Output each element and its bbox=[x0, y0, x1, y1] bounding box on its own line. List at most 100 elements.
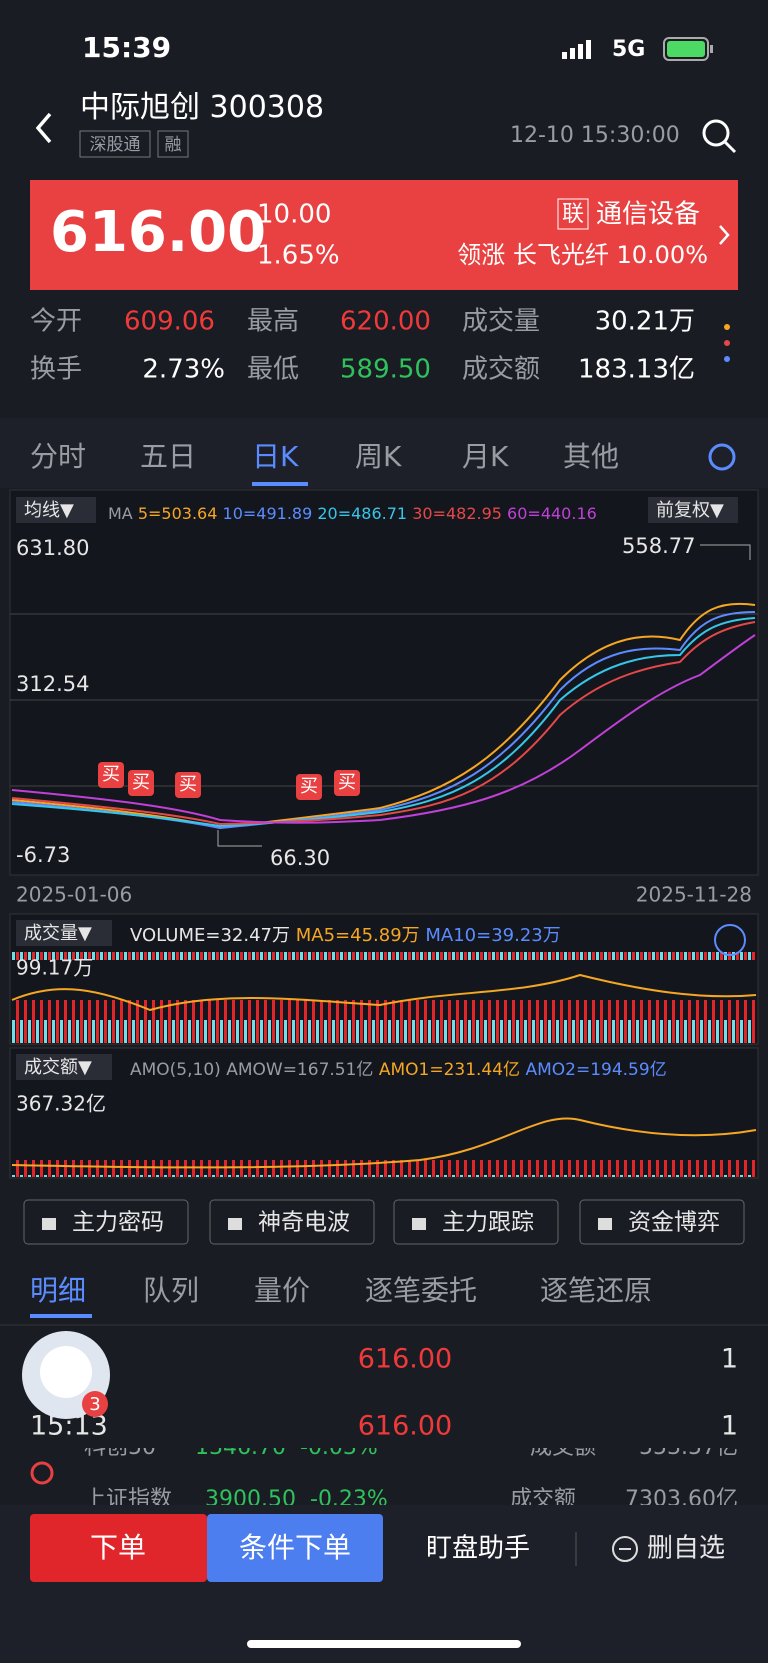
remove-icon bbox=[612, 1536, 638, 1562]
feature-button[interactable] bbox=[23, 1199, 189, 1245]
stat-value: 2.73% bbox=[142, 355, 225, 385]
index-label: 成交额 bbox=[530, 1435, 596, 1460]
low-leader bbox=[217, 830, 262, 847]
tab[interactable]: 量价 bbox=[254, 1274, 310, 1307]
selector-box[interactable] bbox=[16, 1054, 112, 1080]
more-dots[interactable] bbox=[724, 324, 730, 362]
time: 15:39 bbox=[82, 31, 171, 64]
selector-box[interactable] bbox=[16, 920, 112, 946]
quote-banner[interactable] bbox=[30, 180, 738, 290]
ma-lines bbox=[11, 602, 756, 830]
stats: 今开 609.06 最高 620.00 成交量 30.21万 换手 2.73% … bbox=[30, 307, 695, 385]
assistant-avatar[interactable] bbox=[22, 1331, 110, 1419]
feature-label: 资金博弈 bbox=[628, 1210, 720, 1236]
tab[interactable]: 分时 bbox=[30, 440, 86, 473]
stat-value: 620.00 bbox=[340, 307, 431, 337]
tab[interactable]: 逐笔委托 bbox=[365, 1274, 477, 1307]
selector-box[interactable] bbox=[16, 497, 96, 523]
stock-title: 中际旭创 300308 bbox=[80, 90, 324, 125]
back-button[interactable] bbox=[35, 112, 52, 144]
chevron bbox=[719, 225, 730, 245]
change: 10.00 bbox=[257, 200, 331, 230]
lead-label: 领涨 bbox=[457, 241, 505, 269]
amount-legend: AMO(5,10) AMOW=167.51亿 AMO1=231.44亿 AMO2… bbox=[130, 1060, 667, 1080]
signal bbox=[562, 40, 591, 59]
feature-label: 主力跟踪 bbox=[442, 1210, 534, 1236]
search-button[interactable] bbox=[702, 119, 737, 154]
buy-marker-box bbox=[296, 774, 322, 800]
index-value: 1346.70 bbox=[195, 1435, 286, 1460]
tab-underline bbox=[30, 1314, 92, 1318]
order-label: 下单 bbox=[90, 1531, 146, 1564]
settings-button[interactable] bbox=[708, 443, 736, 471]
volume-max: 99.17万 bbox=[16, 956, 93, 980]
detail-volume: 1 bbox=[721, 1411, 738, 1442]
tab[interactable]: 明细 bbox=[30, 1274, 86, 1307]
tab-underline bbox=[252, 482, 308, 486]
y-label: 312.54 bbox=[16, 672, 89, 696]
change-pct: 1.65% bbox=[257, 241, 340, 271]
sector-tag: 联 bbox=[562, 202, 584, 227]
selector-box[interactable] bbox=[648, 497, 738, 523]
tag-box bbox=[157, 130, 189, 158]
stock-code: 300308 bbox=[210, 90, 325, 125]
order-button[interactable] bbox=[30, 1514, 207, 1582]
buy-marker: 买 bbox=[102, 764, 120, 785]
feature-label: 神奇电波 bbox=[258, 1210, 350, 1236]
volume-legend: VOLUME=32.47万 MA5=45.89万 MA10=39.23万 bbox=[130, 925, 561, 946]
tab[interactable]: 月K bbox=[462, 440, 509, 473]
stat-label: 成交量 bbox=[462, 307, 540, 337]
stat-value: 183.13亿 bbox=[578, 355, 695, 385]
detail-price: 616.00 bbox=[358, 1411, 452, 1442]
high-label: 558.77 bbox=[622, 534, 695, 558]
volume-ma bbox=[11, 973, 757, 1012]
tab[interactable]: 逐笔还原 bbox=[540, 1274, 652, 1307]
index-name: 科创50 bbox=[84, 1435, 156, 1460]
tab[interactable]: 周K bbox=[355, 440, 402, 473]
feature-button[interactable] bbox=[393, 1199, 559, 1245]
feature-label: 主力密码 bbox=[72, 1210, 164, 1236]
stat-label: 最高 bbox=[247, 307, 299, 337]
remove-button[interactable]: 删自选 bbox=[647, 1534, 725, 1564]
y-label: 631.80 bbox=[16, 536, 89, 560]
buy-marker-box bbox=[334, 770, 360, 796]
tab[interactable]: 队列 bbox=[143, 1274, 199, 1307]
stat-value: 30.21万 bbox=[595, 307, 695, 337]
start-date: 2025-01-06 bbox=[16, 883, 132, 907]
badge: 3 bbox=[89, 1394, 100, 1415]
detail-volume: 1 bbox=[721, 1344, 738, 1375]
feature-buttons: 主力密码 神奇电波 主力跟踪 资金博弈 bbox=[23, 1199, 745, 1245]
buy-marker-box bbox=[98, 762, 124, 788]
lead-pct: 10.00% bbox=[616, 241, 708, 269]
tab[interactable]: 日K bbox=[252, 440, 299, 473]
index-amount: 553.57亿 bbox=[639, 1435, 738, 1460]
stat-value: 609.06 bbox=[124, 307, 215, 337]
chart-tabs: 分时 五日 日K 周K 月K 其他 bbox=[30, 440, 619, 473]
volume-ma10: MA10=39.23万 bbox=[425, 925, 560, 946]
amount-amo1: AMO1=231.44亿 bbox=[379, 1060, 520, 1080]
volume-bars bbox=[12, 952, 756, 1043]
tab[interactable]: 其他 bbox=[563, 440, 619, 473]
detail-price: 616.00 bbox=[358, 1344, 452, 1375]
lock-icons bbox=[42, 1218, 612, 1230]
expand-button[interactable] bbox=[714, 924, 746, 956]
high-leader bbox=[700, 544, 751, 560]
tab[interactable]: 五日 bbox=[140, 440, 196, 473]
feature-button[interactable] bbox=[579, 1199, 745, 1245]
feature-button[interactable] bbox=[209, 1199, 375, 1245]
conditional-button[interactable] bbox=[207, 1514, 383, 1582]
home-indicator bbox=[247, 1640, 521, 1648]
amount-amo2: AMO2=194.59亿 bbox=[525, 1060, 666, 1080]
tag: 融 bbox=[165, 135, 182, 155]
amount-max: 367.32亿 bbox=[16, 1092, 106, 1116]
y-label: -6.73 bbox=[16, 843, 70, 867]
monitor-button[interactable]: 盯盘助手 bbox=[426, 1534, 530, 1564]
tag: 深股通 bbox=[90, 135, 141, 155]
conditional-label: 条件下单 bbox=[239, 1531, 351, 1564]
buy-marker: 买 bbox=[338, 772, 356, 793]
buy-marker: 买 bbox=[179, 774, 197, 795]
buy-marker: 买 bbox=[132, 772, 150, 793]
sector: 通信设备 bbox=[596, 200, 700, 230]
lead-info: 领涨 长飞光纤 10.00% bbox=[457, 241, 708, 269]
buy-marker-box bbox=[128, 770, 154, 796]
